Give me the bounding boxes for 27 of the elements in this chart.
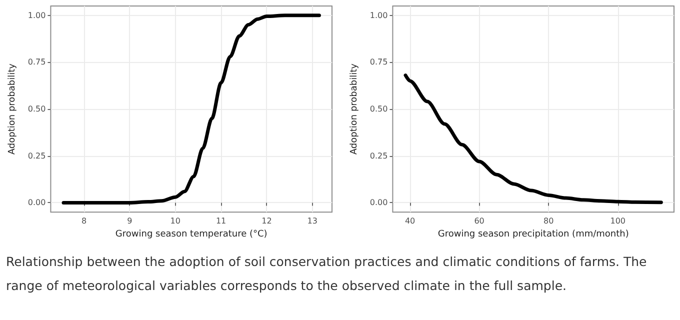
x-tick-label: 9	[127, 216, 132, 226]
x-tick-label: 80	[544, 216, 554, 226]
y-tick-label: 1.00	[370, 10, 388, 20]
y-tick-label: 0.50	[28, 104, 46, 114]
y-tick-label: 0.25	[370, 151, 388, 160]
x-tick-label: 10	[170, 216, 180, 226]
x-tick-label: 40	[404, 216, 416, 226]
y-tick-label: 0.00	[370, 198, 388, 208]
y-tick-label: 0.75	[370, 58, 388, 67]
x-tick-label: 13	[307, 216, 318, 226]
line-series	[62, 14, 321, 204]
y-tick-label: 0.25	[28, 151, 46, 160]
y-tick-label: 0.75	[28, 58, 46, 67]
y-tick-label: 0.50	[370, 104, 388, 114]
y-tick-label: 1.00	[28, 10, 46, 20]
x-axis-title: Growing season temperature (°C)	[115, 230, 268, 240]
y-tick-label: 0.00	[28, 198, 46, 208]
x-axis-title: Growing season precipitation (mm/month)	[438, 230, 629, 240]
x-tick-label: 11	[216, 216, 226, 226]
y-axis-title: Adoption probability	[350, 62, 360, 155]
x-tick-label: 8	[82, 216, 87, 226]
x-tick-label: 100	[610, 216, 626, 226]
text: Relationship between the adoption of soil conservation practices and climatic conditions of farms. The range of meteorological variables corresponds to the observed climate in the full sample.	[5, 253, 648, 295]
line-series	[404, 74, 663, 204]
x-tick-label: 60	[474, 216, 484, 226]
x-tick-label: 12	[262, 216, 272, 226]
y-axis-title: Adoption probability	[8, 62, 18, 155]
